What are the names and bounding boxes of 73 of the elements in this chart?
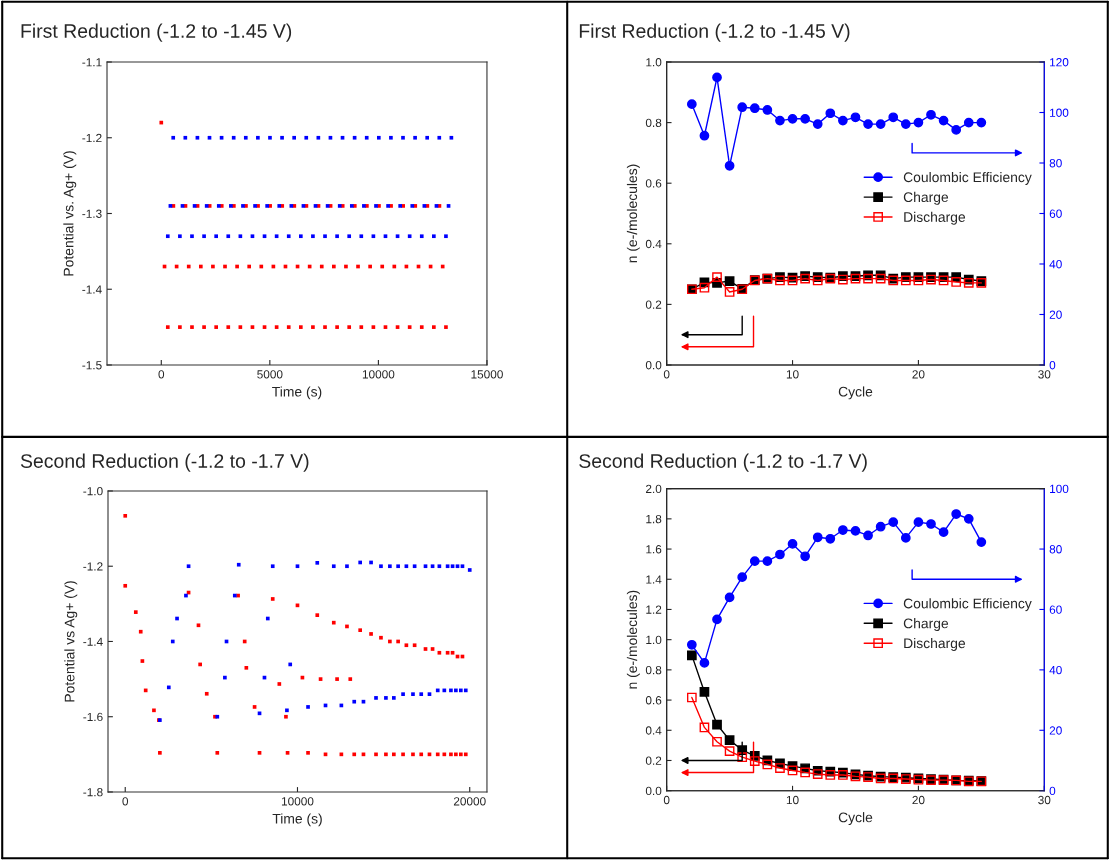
- y2-tick-label: 40: [1049, 665, 1062, 675]
- chart-title: Second Reduction (-1.2 to -1.7 V): [579, 453, 867, 472]
- x-tick-label: 30: [1038, 370, 1051, 379]
- y-axis-title: Potential vs Ag+ (V): [64, 581, 78, 702]
- legend-label: Charge: [903, 191, 949, 205]
- legend-label: Discharge: [904, 637, 966, 651]
- y-tick-label: 0.2: [645, 756, 662, 765]
- y2-tick-label: 120: [1050, 58, 1069, 67]
- y-tick-label: 0.6: [645, 696, 662, 705]
- y2-tick-label: 60: [1049, 209, 1062, 218]
- y2-tick-label: 20: [1049, 726, 1062, 735]
- y2-tick-label: 20: [1049, 310, 1062, 319]
- y-tick-label: 0.8: [645, 118, 662, 127]
- x-tick-label: 0: [122, 797, 129, 806]
- x-axis-title: Cycle: [838, 386, 873, 400]
- y-axis-title: n (e-/molecules): [626, 590, 640, 689]
- y-tick-label: 0.8: [645, 665, 662, 675]
- y-tick-label: 0.4: [645, 239, 662, 249]
- y-axis-title: Potential vs. Ag+ (V): [63, 151, 77, 276]
- y-tick-label: -1.0: [83, 487, 103, 496]
- y-tick-label: 0.4: [645, 726, 662, 735]
- y-tick-label: 0.0: [645, 786, 662, 796]
- y2-tick-label: 40: [1049, 260, 1062, 269]
- x-tick-label: 20000: [453, 797, 486, 806]
- x-tick-label: 0: [158, 370, 165, 379]
- legend-label: Discharge: [904, 211, 966, 225]
- x-tick-label: 20: [912, 795, 925, 805]
- x-axis-title: Cycle: [838, 812, 873, 826]
- x-axis-title: Time (s): [272, 813, 322, 827]
- y2-tick-label: 0: [1049, 361, 1056, 370]
- y-tick-label: 1.8: [646, 514, 662, 524]
- x-axis-title: Time (s): [272, 386, 322, 400]
- chart-title: First Reduction (-1.2 to -1.45 V): [21, 23, 292, 42]
- y-tick-label: -1.1: [82, 58, 102, 67]
- x-tick-label: 10: [786, 795, 799, 805]
- y-tick-label: 0.0: [645, 361, 662, 370]
- y-tick-label: -1.5: [82, 361, 102, 370]
- y-tick-label: -1.4: [82, 285, 102, 294]
- x-tick-label: 0: [663, 795, 670, 805]
- y-tick-label: -1.2: [83, 562, 103, 571]
- y-tick-label: -1.3: [82, 209, 102, 218]
- legend-label: Coulombic Efficiency: [903, 171, 1032, 185]
- y-tick-label: -1.6: [83, 712, 103, 722]
- y2-tick-label: 0: [1049, 786, 1056, 796]
- x-tick-label: 15000: [471, 370, 503, 379]
- x-tick-label: 30: [1038, 795, 1051, 805]
- y-tick-label: -1.4: [83, 637, 103, 646]
- x-tick-label: 10000: [281, 797, 314, 806]
- legend-label: Charge: [903, 618, 949, 632]
- x-tick-label: 10: [786, 370, 799, 379]
- y-tick-label: -1.2: [82, 133, 102, 143]
- x-tick-label: 0: [663, 370, 670, 379]
- y-tick-label: 0.2: [645, 300, 662, 309]
- y-tick-label: -1.8: [83, 788, 103, 797]
- y2-tick-label: 80: [1049, 545, 1062, 554]
- y-tick-label: 1.0: [646, 635, 662, 645]
- y2-tick-label: 100: [1050, 108, 1069, 117]
- x-tick-label: 5000: [257, 370, 283, 379]
- y-axis-title: n (e-/molecules): [626, 164, 640, 263]
- y-tick-label: 1.6: [646, 545, 662, 554]
- y-tick-label: 1.4: [646, 575, 662, 584]
- y-tick-label: 1.2: [646, 605, 662, 614]
- x-tick-label: 20: [912, 370, 925, 379]
- x-tick-label: 10000: [362, 370, 395, 379]
- y-tick-label: 2.0: [645, 484, 662, 494]
- y-tick-label: 1.0: [646, 58, 662, 67]
- chart-title: Second Reduction (-1.2 to -1.7 V): [20, 453, 309, 472]
- legend-label: Coulombic Efficiency: [903, 598, 1032, 612]
- y2-tick-label: 60: [1049, 605, 1062, 614]
- chart-title: First Reduction (-1.2 to -1.45 V): [579, 23, 850, 42]
- y-tick-label: 0.6: [645, 179, 662, 188]
- y2-tick-label: 80: [1049, 159, 1062, 168]
- y2-tick-label: 100: [1050, 484, 1069, 494]
